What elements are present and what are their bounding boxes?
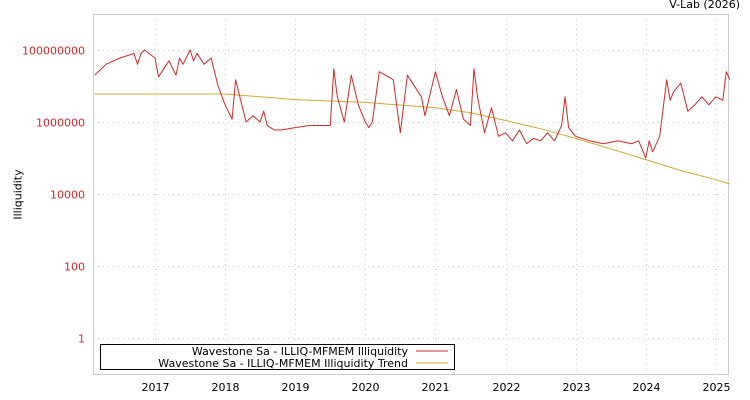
x-axis-ticks: 2017 2018 2019 2020 2021 2022 2023 2024 2025 <box>142 381 731 394</box>
illiquidity-line <box>94 49 731 159</box>
plot-frame <box>93 14 729 375</box>
legend-label-trend: Wavestone Sa - ILLIQ-MFMEM Illiquidity T… <box>158 357 408 370</box>
x-tick-label: 2017 <box>142 381 170 394</box>
chart-credit: V-Lab (2026) <box>669 0 740 11</box>
illiquidity-trend-line <box>94 93 730 185</box>
x-tick-label: 2024 <box>633 381 661 394</box>
x-tick-label: 2018 <box>212 381 240 394</box>
y-tick-label: 1000000 <box>36 117 85 130</box>
x-tick-label: 2019 <box>282 381 310 394</box>
x-tick-label: 2025 <box>703 381 731 394</box>
y-tick-label: 100 <box>64 261 85 274</box>
gridlines <box>93 14 728 374</box>
legend-label-illiquidity: Wavestone Sa - ILLIQ-MFMEM Illiquidity <box>192 345 409 358</box>
x-tick-label: 2022 <box>493 381 521 394</box>
x-tick-label: 2023 <box>563 381 591 394</box>
y-tick-label: 10000 <box>50 189 85 202</box>
y-tick-label: 1 <box>78 333 85 346</box>
y-tick-label: 100000000 <box>22 45 85 58</box>
series-group <box>94 49 731 185</box>
x-tick-label: 2020 <box>352 381 380 394</box>
y-axis-ticks: 100000000 1000000 10000 100 1 <box>22 45 85 346</box>
legend-box <box>100 344 455 370</box>
x-tick-label: 2021 <box>422 381 450 394</box>
legend: Wavestone Sa - ILLIQ-MFMEM Illiquidity W… <box>100 344 455 370</box>
